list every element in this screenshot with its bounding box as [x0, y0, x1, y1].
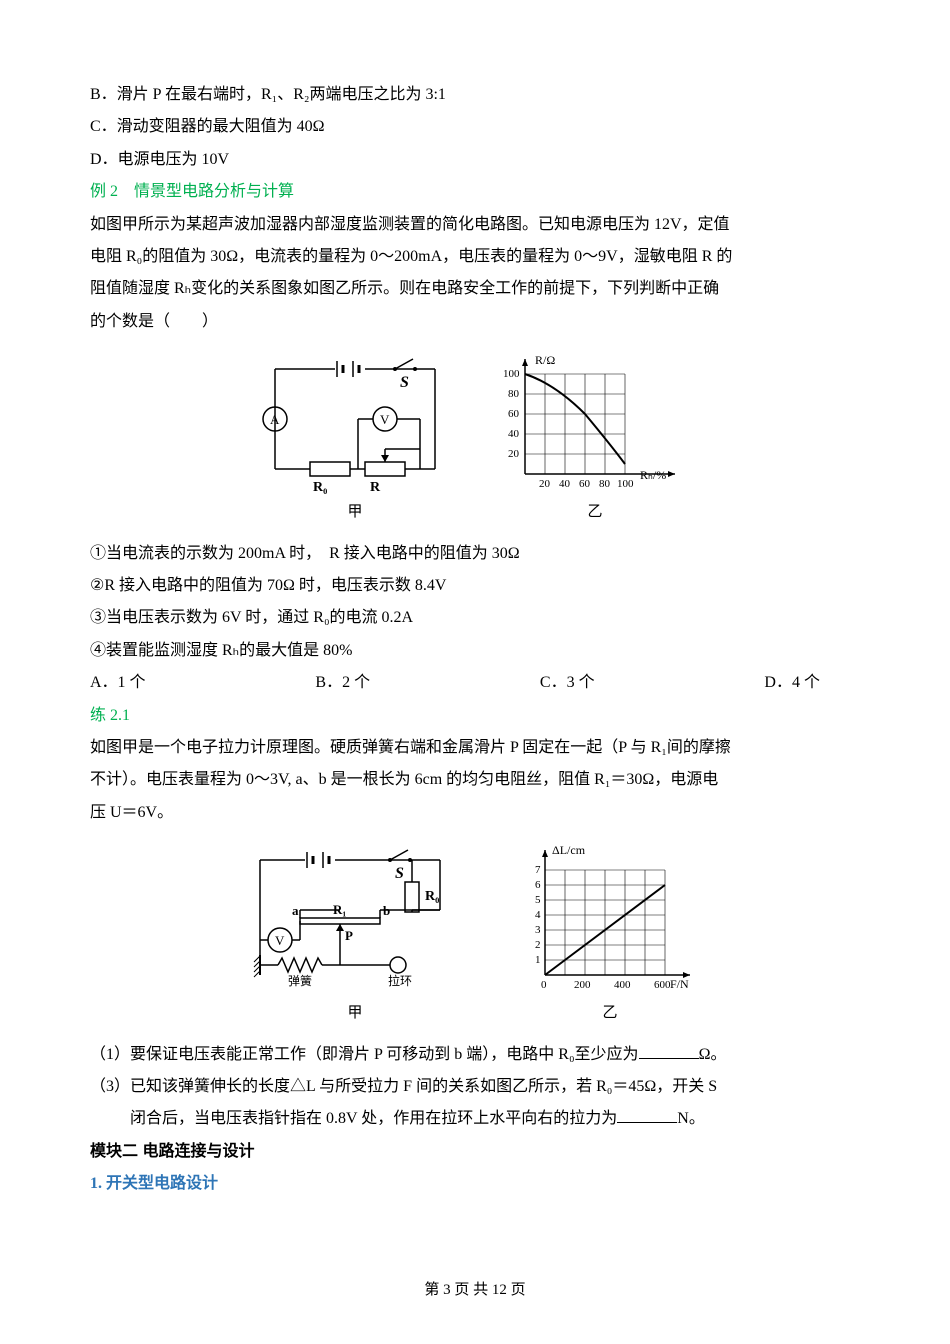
svg-text:Rₕ/%: Rₕ/% [640, 468, 666, 482]
example-2-p1: 如图甲所示为某超声波加湿器内部湿度监测装置的简化电路图。已知电源电压为 12V，… [90, 210, 860, 240]
option-b2: B．2 个 [315, 668, 370, 698]
svg-text:S: S [400, 374, 409, 391]
svg-text:200: 200 [574, 979, 591, 991]
option-d: D．电源电压为 10V [90, 145, 860, 175]
svg-text:100: 100 [503, 368, 520, 380]
q1-unit: Ω。 [699, 1046, 727, 1063]
figure-2-graph: ΔL/cm F/N 7 6 5 4 3 2 1 0 200 400 600 乙 [510, 840, 710, 1028]
svg-text:R₀: R₀ [313, 480, 327, 494]
svg-text:40: 40 [559, 478, 571, 490]
svg-text:20: 20 [508, 448, 520, 460]
svg-text:V: V [275, 933, 285, 948]
svg-text:弹簧: 弹簧 [288, 973, 312, 988]
figure-1-label-a: 甲 [347, 498, 362, 527]
module-2-title: 模块二 电路连接与设计 [90, 1137, 860, 1167]
svg-text:40: 40 [508, 428, 520, 440]
example-2-p2: 电阻 R₀的阻值为 30Ω，电流表的量程为 0～200mA，电压表的量程为 0～… [90, 242, 860, 272]
example-2-p4: 的个数是（ ） [90, 307, 860, 337]
figure-1: S A R₀ R V 甲 [90, 349, 860, 527]
example-2-options: A．1 个 B．2 个 C．3 个 D．4 个 [90, 668, 860, 698]
svg-text:2: 2 [535, 939, 541, 951]
svg-text:b: b [383, 903, 390, 918]
figure-2-label-a: 甲 [347, 999, 362, 1028]
svg-text:600: 600 [654, 979, 671, 991]
practice-21-q3b: 闭合后，当电压表指针指在 0.8V 处，作用在拉环上水平向右的拉力为 N。 [90, 1104, 860, 1134]
svg-text:60: 60 [579, 478, 591, 490]
practice-21-p3: 压 U＝6V。 [90, 798, 860, 828]
figure-1-graph: R/Ω Rₕ/% 100 80 60 40 20 20 40 60 80 100… [495, 349, 695, 527]
figure-1-label-b: 乙 [587, 498, 602, 527]
svg-text:a: a [292, 903, 299, 918]
svg-text:F/N: F/N [670, 977, 689, 991]
option-b: B．滑片 P 在最右端时，R₁、R₂两端电压之比为 3:1 [90, 80, 860, 110]
svg-text:R: R [370, 480, 381, 494]
example-2-p3: 阻值随湿度 Rₕ变化的关系图象如图乙所示。则在电路安全工作的前提下，下列判断中正… [90, 274, 860, 304]
option-a: A．1 个 [90, 668, 146, 698]
figure-2-label-b: 乙 [602, 999, 617, 1028]
svg-text:0: 0 [541, 979, 547, 991]
practice-21-q3a: （3）已知该弹簧伸长的长度△L 与所受拉力 F 间的关系如图乙所示，若 R₀＝4… [90, 1072, 860, 1102]
figure-2-circuit: S R₀ a b R₁ P V [240, 840, 470, 1028]
svg-text:V: V [380, 412, 390, 427]
example-2-item1: ①当电流表的示数为 200mA 时， R 接入电路中的阻值为 30Ω [90, 539, 860, 569]
svg-text:20: 20 [539, 478, 551, 490]
option-d2: D．4 个 [764, 668, 820, 698]
svg-text:80: 80 [508, 388, 520, 400]
svg-text:R/Ω: R/Ω [535, 353, 555, 367]
svg-text:6: 6 [535, 879, 541, 891]
blank-1 [639, 1043, 699, 1059]
q3-unit: N。 [677, 1110, 705, 1127]
svg-text:P: P [345, 928, 353, 943]
example-2-item3: ③当电压表示数为 6V 时，通过 R₀的电流 0.2A [90, 603, 860, 633]
svg-text:80: 80 [599, 478, 611, 490]
figure-2: S R₀ a b R₁ P V [90, 840, 860, 1028]
option-c2: C．3 个 [540, 668, 595, 698]
example-2-item2: ②R 接入电路中的阻值为 70Ω 时，电压表示数 8.4V [90, 571, 860, 601]
svg-text:3: 3 [535, 924, 541, 936]
svg-text:7: 7 [535, 864, 541, 876]
practice-21-q1: （1）要保证电压表能正常工作（即滑片 P 可移动到 b 端），电路中 R₀至少应… [90, 1040, 860, 1070]
q1-text: （1）要保证电压表能正常工作（即滑片 P 可移动到 b 端），电路中 R₀至少应… [90, 1046, 639, 1063]
svg-text:100: 100 [617, 478, 634, 490]
svg-text:拉环: 拉环 [388, 973, 412, 988]
svg-text:4: 4 [535, 909, 541, 921]
page-footer: 第 3 页 共 12 页 [0, 1276, 950, 1305]
option-c: C．滑动变阻器的最大阻值为 40Ω [90, 112, 860, 142]
svg-text:ΔL/cm: ΔL/cm [552, 843, 586, 857]
practice-21-title: 练 2.1 [90, 701, 860, 731]
practice-21-p2: 不计）。电压表量程为 0～3V, a、b 是一根长为 6cm 的均匀电阻丝，阻值… [90, 765, 860, 795]
practice-21-p1: 如图甲是一个电子拉力计原理图。硬质弹簧右端和金属滑片 P 固定在一起（P 与 R… [90, 733, 860, 763]
svg-text:S: S [395, 865, 404, 882]
svg-text:A: A [270, 412, 280, 427]
example-2-title: 例 2 情景型电路分析与计算 [90, 177, 860, 207]
svg-text:R₁: R₁ [333, 902, 346, 917]
svg-text:R₀: R₀ [425, 889, 439, 904]
svg-text:1: 1 [535, 954, 541, 966]
figure-1-circuit: S A R₀ R V 甲 [255, 349, 455, 527]
svg-text:5: 5 [535, 894, 541, 906]
blank-2 [617, 1107, 677, 1123]
example-2-item4: ④装置能监测湿度 Rₕ的最大值是 80% [90, 636, 860, 666]
svg-text:60: 60 [508, 408, 520, 420]
svg-text:400: 400 [614, 979, 631, 991]
module-2-sub1: 1. 开关型电路设计 [90, 1169, 860, 1199]
q3-text: 闭合后，当电压表指针指在 0.8V 处，作用在拉环上水平向右的拉力为 [130, 1110, 617, 1127]
